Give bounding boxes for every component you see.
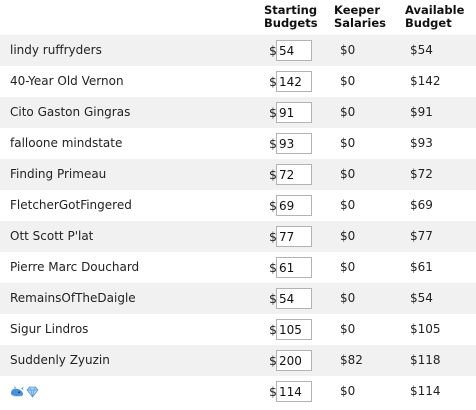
available-budget: $118 — [410, 353, 441, 367]
header-line: Available — [405, 3, 465, 17]
header-line: Salaries — [334, 16, 387, 30]
team-name: Ott Scott P'lat — [10, 229, 94, 243]
currency-symbol: $ — [269, 384, 277, 399]
table-row: Pierre Marc Douchard $ $0 $61 — [0, 252, 476, 283]
currency-symbol: $ — [269, 322, 277, 337]
currency-symbol: $ — [269, 353, 277, 368]
keeper-salary: $0 — [340, 322, 356, 336]
table-row: Sigur Lindros $ $0 $105 — [0, 314, 476, 345]
header-line: Starting — [264, 3, 318, 17]
currency-symbol: $ — [269, 43, 277, 58]
table-row: Ott Scott P'lat $ $0 $77 — [0, 221, 476, 252]
starting-budget-input[interactable] — [276, 195, 312, 216]
team-name: RemainsOfTheDaigle — [10, 291, 136, 305]
starting-budgets-header: Starting Budgets — [264, 4, 318, 30]
table-row: RemainsOfTheDaigle $ $0 $54 — [0, 283, 476, 314]
starting-budget-input[interactable] — [276, 257, 312, 278]
starting-budget-input[interactable] — [276, 381, 312, 402]
header-line: Budget — [405, 16, 452, 30]
currency-symbol: $ — [269, 229, 277, 244]
available-budget: $77 — [410, 229, 433, 243]
header-line: Keeper — [334, 3, 381, 17]
keeper-salary: $0 — [340, 167, 356, 181]
starting-budget-input[interactable] — [276, 164, 312, 185]
available-budget: $72 — [410, 167, 433, 181]
keeper-salaries-header: Keeper Salaries — [334, 4, 386, 30]
available-budget: $69 — [410, 198, 433, 212]
team-name: FletcherGotFingered — [10, 198, 132, 212]
table-row: Cito Gaston Gingras $ $0 $91 — [0, 97, 476, 128]
available-budget: $142 — [410, 74, 441, 88]
team-name: Sigur Lindros — [10, 322, 89, 336]
team-name — [10, 376, 39, 407]
table-row: FletcherGotFingered $ $0 $69 — [0, 190, 476, 221]
available-budget: $54 — [410, 43, 433, 57]
available-budget: $114 — [410, 384, 441, 398]
table-row: lindy ruffryders $ $0 $54 — [0, 35, 476, 66]
starting-budget-input[interactable] — [276, 71, 312, 92]
starting-budget-input[interactable] — [276, 133, 312, 154]
keeper-salary: $82 — [340, 353, 363, 367]
team-name: falloone mindstate — [10, 136, 123, 150]
currency-symbol: $ — [269, 105, 277, 120]
keeper-salary: $0 — [340, 291, 356, 305]
table-row: 40-Year Old Vernon $ $0 $142 — [0, 66, 476, 97]
starting-budget-input[interactable] — [276, 350, 312, 371]
starting-budget-input[interactable] — [276, 102, 312, 123]
team-name: Pierre Marc Douchard — [10, 260, 140, 274]
diamond-icon — [26, 386, 39, 398]
table-row: falloone mindstate $ $0 $93 — [0, 128, 476, 159]
currency-symbol: $ — [269, 167, 277, 182]
table-row: Suddenly Zyuzin $ $82 $118 — [0, 345, 476, 376]
available-budget: $61 — [410, 260, 433, 274]
available-budget: $54 — [410, 291, 433, 305]
team-name: Suddenly Zyuzin — [10, 353, 110, 367]
table-row: $ $0 $114 — [0, 376, 476, 407]
starting-budget-input[interactable] — [276, 288, 312, 309]
currency-symbol: $ — [269, 260, 277, 275]
whale-icon — [10, 386, 24, 398]
starting-budget-input[interactable] — [276, 40, 312, 61]
keeper-salary: $0 — [340, 74, 356, 88]
keeper-salary: $0 — [340, 43, 356, 57]
keeper-salary: $0 — [340, 105, 356, 119]
starting-budget-input[interactable] — [276, 226, 312, 247]
team-name: lindy ruffryders — [10, 43, 102, 57]
team-name: Finding Primeau — [10, 167, 107, 181]
available-budget: $105 — [410, 322, 441, 336]
starting-budget-input[interactable] — [276, 319, 312, 340]
table-header: Starting Budgets Keeper Salaries Availab… — [0, 0, 476, 35]
keeper-salary: $0 — [340, 198, 356, 212]
keeper-salary: $0 — [340, 229, 356, 243]
available-budget: $93 — [410, 136, 433, 150]
keeper-salary: $0 — [340, 260, 356, 274]
currency-symbol: $ — [269, 74, 277, 89]
currency-symbol: $ — [269, 136, 277, 151]
team-name: Cito Gaston Gingras — [10, 105, 131, 119]
header-line: Budgets — [264, 16, 318, 30]
available-budget-header: Available Budget — [405, 4, 464, 30]
keeper-salary: $0 — [340, 136, 356, 150]
currency-symbol: $ — [269, 198, 277, 213]
available-budget: $91 — [410, 105, 433, 119]
keeper-salary: $0 — [340, 384, 356, 398]
team-name: 40-Year Old Vernon — [10, 74, 124, 88]
currency-symbol: $ — [269, 291, 277, 306]
table-row: Finding Primeau $ $0 $72 — [0, 159, 476, 190]
